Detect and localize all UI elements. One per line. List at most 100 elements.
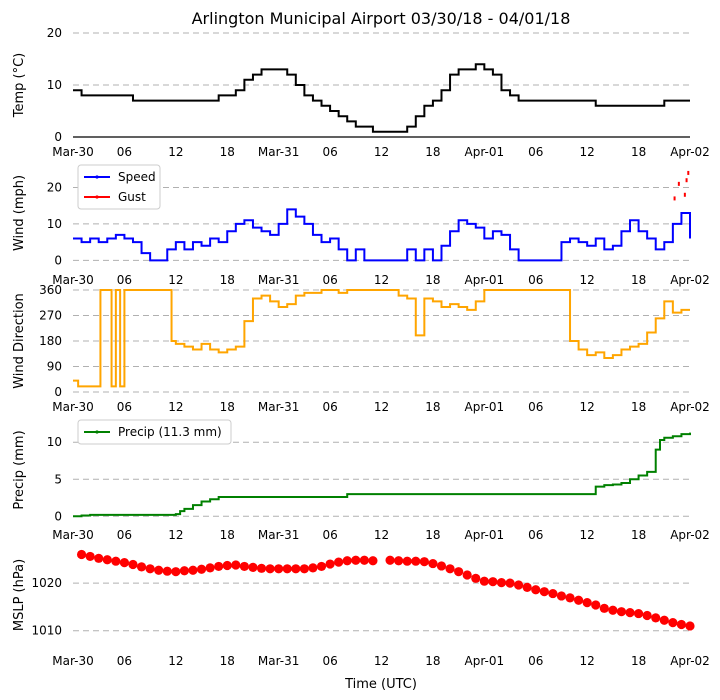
temp-y-tick-label: 0: [54, 130, 62, 144]
wind-x-tick-label: 12: [374, 273, 389, 287]
temp-x-tick-label: 06: [322, 145, 337, 159]
precip-x-tick-label: 12: [580, 528, 595, 542]
mslp-point: [119, 558, 130, 568]
mslp-point: [582, 598, 592, 608]
wdir-x-tick-label: 18: [220, 400, 235, 414]
mslp-point: [616, 607, 627, 617]
mslp-point: [402, 556, 412, 566]
wind-x-tick-label: 18: [631, 273, 646, 287]
mslp-y-tick-label: 1010: [31, 624, 62, 638]
precip-legend-label: Precip (11.3 mm): [118, 425, 222, 439]
temp-x-tick-label: Apr-02: [670, 145, 710, 159]
mslp-panel: 1010 1020 MSLP (hPa) Mar-30 06 12 18 Mar-31 06 12…: [12, 549, 710, 668]
mslp-point: [633, 608, 644, 619]
wdir-x-tick-label: 06: [117, 400, 132, 414]
mslp-point: [642, 610, 652, 621]
wind-x-tick-label: Mar-30: [52, 273, 93, 287]
wind-x-tick-label: Apr-02: [670, 273, 710, 287]
wind-legend: Speed Gust: [77, 164, 161, 210]
precip-x-tick-label: 18: [631, 528, 646, 542]
mslp-point: [573, 595, 584, 605]
wind-panel: 0 10 20 Wind (mph) Mar-30 06 12 18 Mar-31 06 12 18 A…: [12, 164, 710, 287]
temp-x-tick-label: Mar-30: [52, 145, 93, 159]
precip-y-tick-label: 5: [54, 472, 62, 486]
wind-legend-marker: [95, 175, 99, 179]
wdir-y-tick-label: 90: [47, 360, 62, 374]
mslp-x-tick-label: Mar-31: [258, 654, 299, 668]
wind-y-tick-label: 0: [54, 253, 62, 267]
mslp-point: [479, 576, 489, 586]
wind-speed-line: [73, 208, 691, 262]
mslp-point: [462, 570, 472, 580]
wdir-y-tick-label: 360: [39, 283, 62, 297]
mslp-point: [676, 619, 687, 630]
temp-x-tick-label: 18: [220, 145, 235, 159]
mslp-point: [102, 555, 112, 565]
mslp-point: [651, 613, 661, 623]
mslp-point: [128, 559, 138, 570]
wind-x-tick-label: 18: [425, 273, 440, 287]
precip-x-tick-label: Apr-01: [465, 528, 505, 542]
mslp-point: [274, 564, 284, 574]
mslp-point: [565, 593, 575, 603]
mslp-point: [231, 560, 241, 570]
temp-panel: 0 10 20 Temp (°C) Mar-30 06 12 18 Mar-31 06 12 18 Ap…: [12, 26, 710, 159]
mslp-point: [179, 566, 190, 576]
mslp-point: [411, 556, 421, 566]
temp-y-tick-label: 20: [47, 26, 62, 40]
wdir-x-tick-label: Mar-30: [52, 400, 93, 414]
mslp-point: [256, 563, 267, 573]
mslp-point: [608, 605, 618, 615]
temp-x-tick-label: 06: [528, 145, 543, 159]
mslp-point: [171, 567, 181, 577]
mslp-point: [214, 561, 224, 572]
mslp-point: [659, 615, 669, 625]
wind-y-tick-label: 20: [47, 181, 62, 195]
mslp-point: [308, 563, 318, 573]
wdir-x-tick-label: 12: [580, 400, 595, 414]
wdir-x-tick-label: 12: [374, 400, 389, 414]
wind-gust-mark: [677, 181, 680, 186]
wind-legend-label: Speed: [118, 170, 156, 184]
wind-gust-mark: [685, 178, 688, 183]
precip-y-axis-label: Precip (mm): [12, 430, 27, 509]
mslp-point: [488, 577, 498, 587]
mslp-point: [368, 556, 378, 566]
mslp-point: [359, 555, 369, 565]
precip-x-tick-label: 06: [528, 528, 543, 542]
mslp-point: [394, 556, 404, 566]
wind-x-tick-label: 18: [220, 273, 235, 287]
precip-x-tick-label: 06: [322, 528, 337, 542]
precip-x-tick-label: 12: [168, 528, 183, 542]
chart-title: Arlington Municipal Airport 03/30/18 - 0…: [192, 9, 571, 28]
wind-x-tick-label: Apr-01: [465, 273, 505, 287]
mslp-point: [685, 621, 695, 631]
mslp-point: [531, 585, 541, 595]
mslp-point: [265, 564, 275, 574]
mslp-y-axis-label: MSLP (hPa): [12, 559, 27, 631]
mslp-point: [496, 578, 507, 588]
temp-x-tick-label: 06: [117, 145, 132, 159]
wind-legend-marker: [95, 195, 99, 199]
wind-x-tick-label: 06: [528, 273, 543, 287]
mslp-point: [548, 588, 558, 599]
mslp-point: [539, 587, 549, 597]
x-axis-label: Time (UTC): [344, 677, 417, 692]
mslp-point: [222, 560, 232, 571]
wdir-y-tick-label: 270: [39, 309, 62, 323]
wdir-y-tick-label: 0: [54, 385, 62, 399]
mslp-point: [334, 557, 344, 567]
mslp-point: [436, 561, 447, 571]
mslp-point: [471, 573, 481, 583]
mslp-x-tick-label: 06: [322, 654, 337, 668]
temp-x-tick-label: 12: [580, 145, 595, 159]
wdir-y-axis-label: Wind Direction: [12, 293, 27, 389]
mslp-point: [556, 591, 567, 601]
mslp-point: [514, 580, 524, 590]
temp-temperature-line: [73, 63, 690, 133]
wind-x-tick-label: 12: [168, 273, 183, 287]
mslp-point: [248, 562, 258, 572]
wdir-x-tick-label: Mar-31: [258, 400, 299, 414]
wind-gust-mark: [683, 192, 686, 197]
